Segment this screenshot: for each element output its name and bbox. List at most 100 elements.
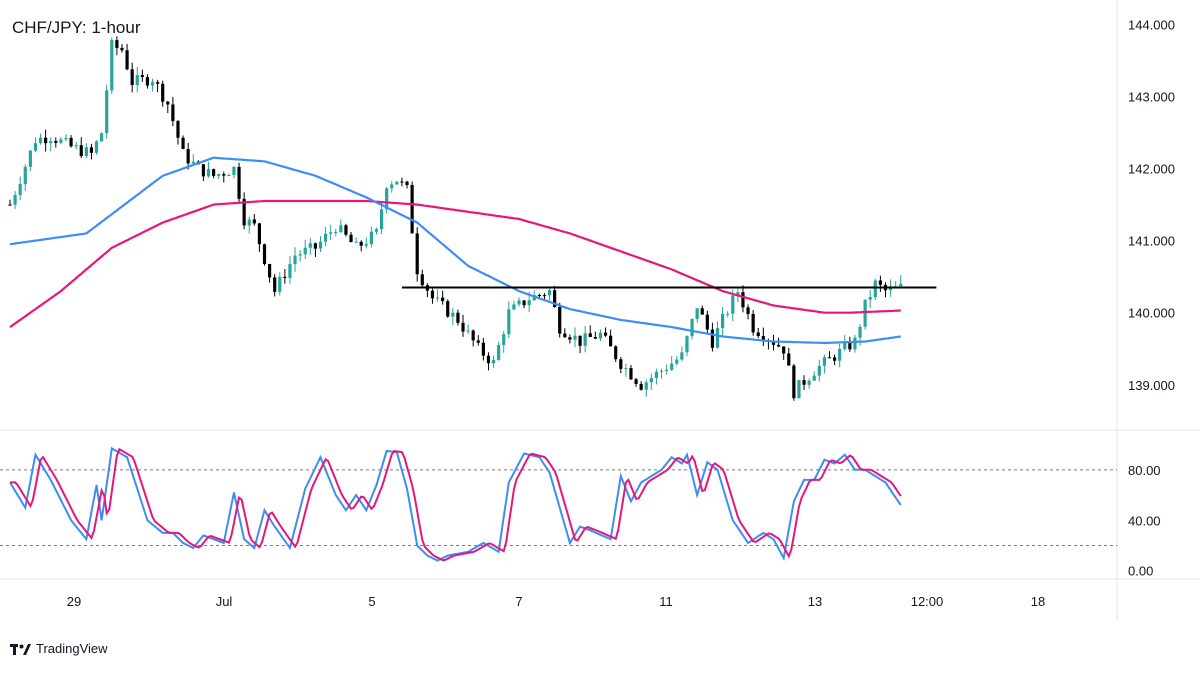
price-tick-label: 139.000 xyxy=(1128,378,1175,393)
candle-body xyxy=(115,40,119,48)
candle-body xyxy=(558,306,562,334)
candle-body xyxy=(731,295,735,314)
candle-body xyxy=(639,383,643,390)
brand-name: TradingView xyxy=(36,641,108,656)
candle-body xyxy=(654,371,659,379)
candle-body xyxy=(79,145,83,156)
candle-body xyxy=(670,363,674,370)
candle-body xyxy=(782,346,786,354)
candle-body xyxy=(680,352,684,360)
candle-body xyxy=(787,353,791,366)
candle-body xyxy=(140,75,144,78)
candle-body xyxy=(598,332,603,339)
candle-body xyxy=(262,244,267,265)
candle-body xyxy=(13,194,17,205)
time-tick-label: 12:00 xyxy=(911,594,944,609)
candle-body xyxy=(649,378,653,383)
candle-body xyxy=(18,184,22,195)
candle-body xyxy=(339,225,343,233)
stoch-d-line xyxy=(10,447,902,562)
candle-body xyxy=(344,225,348,235)
candle-body xyxy=(369,231,373,245)
time-tick-label: Jul xyxy=(216,594,233,609)
candle-body xyxy=(303,247,307,255)
candle-body xyxy=(232,166,236,176)
candle-body xyxy=(476,340,480,343)
candle-body xyxy=(603,332,608,336)
candle-body xyxy=(59,139,63,143)
stoch-tick-label: 80.00 xyxy=(1128,463,1161,478)
candle-body xyxy=(156,82,160,84)
candle-body xyxy=(69,137,73,147)
candle-body xyxy=(278,276,282,292)
candle-body xyxy=(705,314,709,330)
candle-body xyxy=(74,145,78,147)
candle-body xyxy=(568,337,572,340)
candle-body xyxy=(593,337,597,339)
time-tick-label: 5 xyxy=(368,594,375,609)
candle-body xyxy=(150,82,155,86)
candle-body xyxy=(827,357,832,359)
candle-body xyxy=(507,309,511,335)
candle-body xyxy=(807,380,811,385)
candle-body xyxy=(186,148,190,164)
candle-body xyxy=(726,313,730,315)
candle-body xyxy=(364,244,368,246)
candle-body xyxy=(23,166,27,185)
candle-body xyxy=(33,143,38,151)
candle-body xyxy=(497,344,501,360)
candle-body xyxy=(334,232,338,234)
brand-logo[interactable]: TradingView xyxy=(10,641,108,656)
candle-body xyxy=(868,297,872,300)
candle-body xyxy=(746,307,750,314)
candle-body xyxy=(313,243,317,249)
candle-body xyxy=(832,357,837,361)
candle-body xyxy=(838,348,842,361)
candle-body xyxy=(741,292,745,308)
ma-pink-line xyxy=(9,199,901,328)
candle-body xyxy=(323,233,328,242)
candle-body xyxy=(395,181,399,185)
candle-body xyxy=(542,295,547,297)
candle-body xyxy=(273,277,277,292)
candle-body xyxy=(267,264,272,278)
candle-body xyxy=(578,335,582,346)
candle-body xyxy=(629,368,633,380)
candle-body xyxy=(247,219,251,226)
candle-body xyxy=(583,333,587,346)
candle-body xyxy=(410,184,414,234)
candle-body xyxy=(379,209,384,230)
candle-body xyxy=(125,50,129,70)
candle-body xyxy=(329,232,333,234)
time-tick-label: 18 xyxy=(1031,594,1045,609)
candle-body xyxy=(84,147,88,156)
time-tick-label: 29 xyxy=(67,594,81,609)
ma-blue-line xyxy=(9,156,901,345)
candle-body xyxy=(761,336,765,341)
candle-body xyxy=(64,137,68,140)
candle-body xyxy=(451,312,455,317)
candle-body xyxy=(502,334,506,345)
candle-body xyxy=(553,290,557,307)
candle-body xyxy=(242,198,246,226)
candle-body xyxy=(609,335,613,347)
candle-body xyxy=(8,204,12,206)
candle-body xyxy=(420,274,424,286)
candle-body xyxy=(466,330,470,332)
candle-body xyxy=(659,370,664,372)
candle-body xyxy=(283,276,287,278)
candle-body xyxy=(665,369,669,371)
candle-body xyxy=(257,223,262,245)
candle-body xyxy=(624,368,628,370)
candle-body xyxy=(878,280,882,285)
candle-body xyxy=(756,332,760,337)
candle-body xyxy=(843,342,847,349)
candle-body xyxy=(573,335,577,340)
candle-body xyxy=(441,297,445,302)
time-tick-label: 13 xyxy=(808,594,822,609)
candle-body xyxy=(446,301,450,317)
candle-body xyxy=(252,219,256,224)
candle-body xyxy=(400,181,404,183)
candle-body xyxy=(54,141,58,143)
